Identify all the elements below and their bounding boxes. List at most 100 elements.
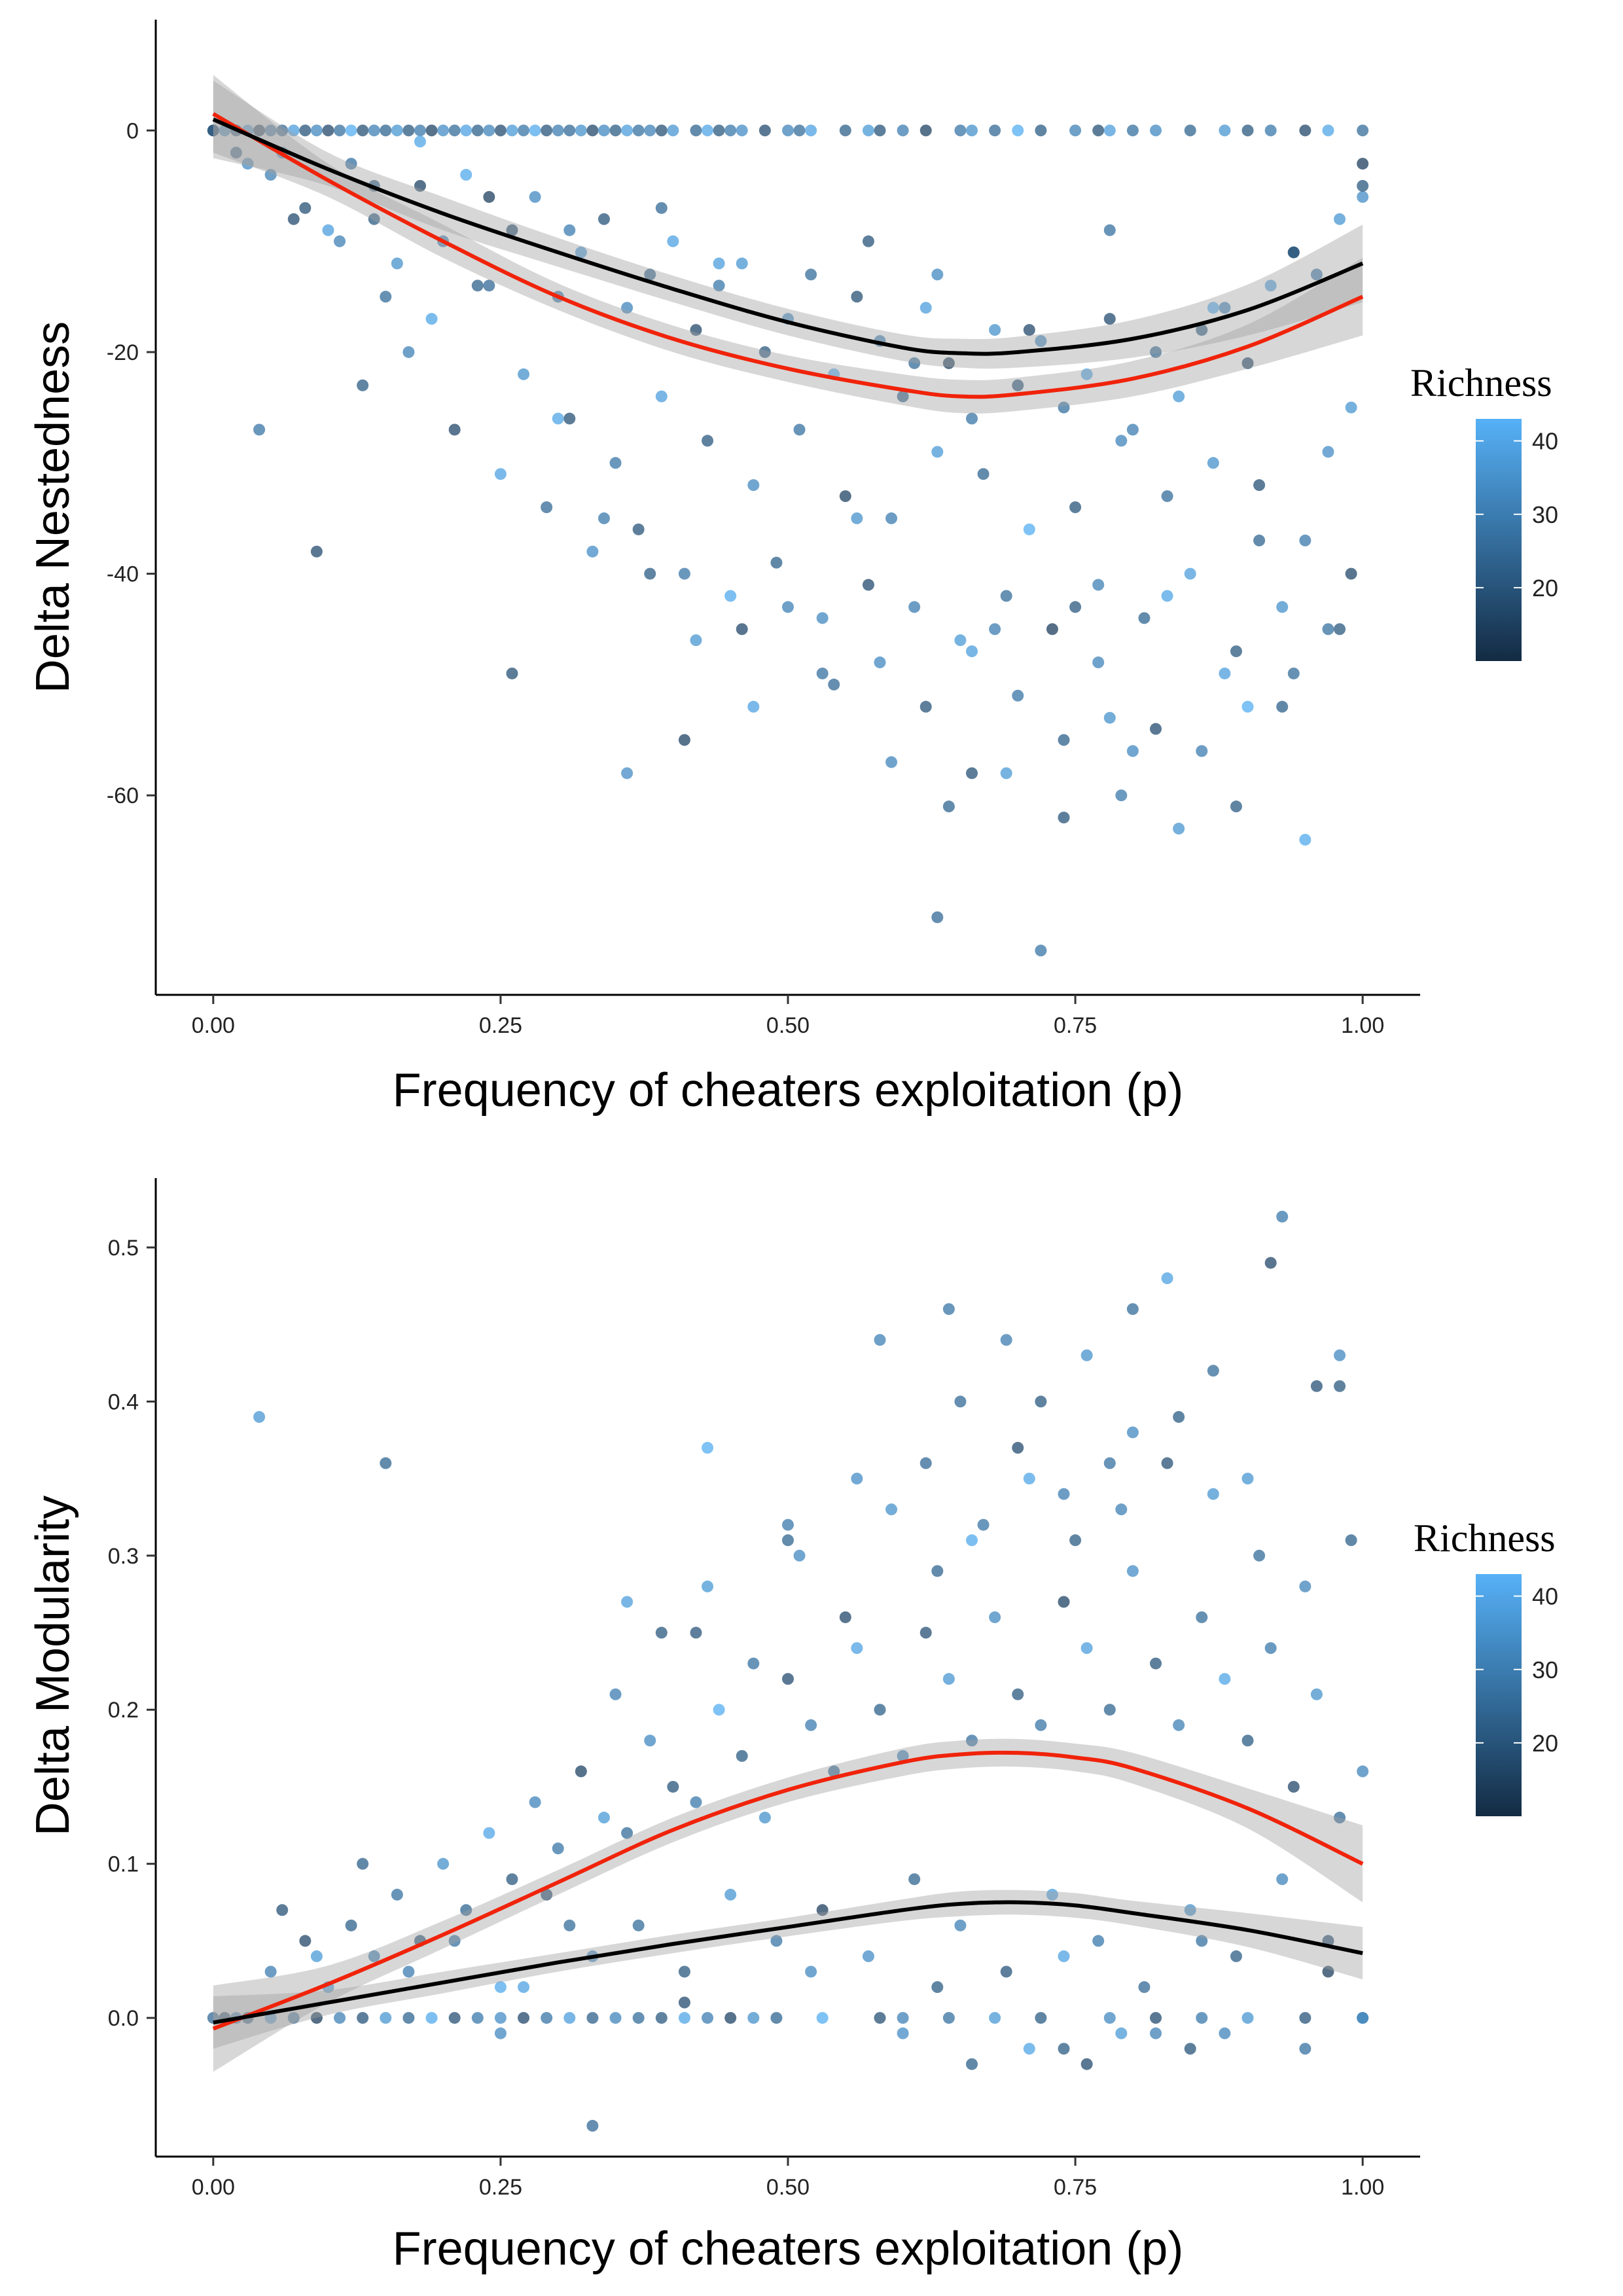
data-point	[897, 124, 909, 137]
x-axis-ticks: 0.00 0.25 0.50 0.75 1.00	[192, 2157, 1384, 2200]
data-point	[253, 124, 266, 137]
data-point	[1264, 1642, 1277, 1655]
data-point	[966, 2058, 978, 2070]
data-point	[597, 512, 610, 524]
legend-title: Richness	[1410, 361, 1552, 404]
data-point	[724, 2012, 737, 2024]
data-point	[1103, 2012, 1116, 2024]
data-point	[506, 124, 518, 137]
data-point	[609, 1688, 622, 1700]
data-point	[1230, 800, 1242, 813]
data-point	[1103, 124, 1116, 137]
data-point	[1219, 124, 1231, 137]
data-point	[736, 257, 748, 270]
smooth-line	[212, 112, 1364, 399]
data-point	[805, 268, 817, 281]
data-point	[874, 2012, 886, 2024]
data-point	[552, 412, 564, 425]
data-point	[334, 124, 346, 137]
data-point	[805, 1965, 817, 1978]
data-point	[586, 545, 599, 558]
data-point	[380, 124, 392, 137]
data-point	[437, 1857, 450, 1870]
data-point	[310, 545, 323, 558]
data-point	[805, 1719, 817, 1731]
data-point	[310, 124, 323, 137]
data-point	[702, 2012, 714, 2024]
data-point	[1357, 124, 1369, 137]
x-tick-label: 0.50	[766, 2175, 810, 2200]
y-tick-label: 0.4	[108, 1390, 139, 1414]
data-point	[483, 1827, 495, 1839]
data-point	[1207, 1365, 1219, 1377]
data-point	[816, 667, 829, 679]
data-point	[609, 2012, 622, 2024]
data-point	[942, 2012, 955, 2024]
data-point	[460, 124, 473, 137]
nestedness-panel: 0.00 0.25 0.50 0.75 1.00 0 -20 -40 -60 Frequenc…	[27, 20, 1558, 1117]
data-point	[678, 734, 690, 746]
data-point	[1023, 1473, 1035, 1485]
data-point	[954, 124, 967, 137]
data-point	[563, 412, 576, 425]
data-point	[885, 512, 898, 524]
data-point	[851, 291, 863, 303]
data-point	[621, 1827, 633, 1839]
data-point	[1276, 601, 1289, 613]
data-point	[1035, 1395, 1047, 1408]
data-point	[667, 235, 679, 247]
data-point	[632, 1919, 645, 1931]
data-point	[770, 556, 783, 569]
data-point	[1058, 734, 1070, 746]
data-point	[1219, 1673, 1231, 1685]
data-point	[448, 1935, 461, 1947]
data-point	[1196, 2012, 1208, 2024]
confidence-band	[213, 75, 1363, 414]
y-tick-label: 0.5	[108, 1236, 139, 1261]
data-point	[702, 1442, 714, 1454]
data-point	[334, 235, 346, 247]
data-point	[1161, 1272, 1173, 1285]
data-point	[1310, 1688, 1323, 1700]
data-point	[1150, 1657, 1162, 1670]
data-point	[1230, 645, 1242, 658]
data-point	[966, 124, 978, 137]
x-tick-label: 0.00	[192, 2175, 235, 2200]
data-point	[310, 2012, 323, 2024]
confidence-band	[213, 1890, 1363, 2049]
data-point	[563, 124, 576, 137]
data-point	[702, 1580, 714, 1592]
modularity-panel: 0.00 0.25 0.50 0.75 1.00 0.00.10.20.30.40.5 …	[27, 1178, 1558, 2275]
richness-legend: Richness 20 30 40	[1410, 361, 1558, 661]
data-point	[368, 213, 380, 225]
data-point	[1196, 745, 1208, 757]
data-point	[989, 1611, 1001, 1623]
data-point	[919, 124, 932, 137]
data-point	[1023, 324, 1035, 336]
y-tick-label: 0.3	[108, 1544, 139, 1569]
data-point	[1196, 1935, 1208, 1947]
data-point	[1115, 789, 1128, 802]
data-point	[942, 1303, 955, 1316]
data-point	[483, 124, 495, 137]
data-point	[1264, 1257, 1277, 1269]
data-point	[736, 124, 748, 137]
data-point	[782, 1673, 794, 1685]
data-point	[391, 124, 403, 137]
data-point	[1080, 2058, 1093, 2070]
data-point	[839, 1611, 851, 1623]
data-point	[919, 1457, 932, 1469]
data-point	[264, 1965, 277, 1978]
data-point	[241, 158, 254, 170]
data-point	[816, 1904, 829, 1916]
data-point	[586, 124, 599, 137]
data-point	[678, 2012, 690, 2024]
data-point	[897, 1749, 909, 1762]
data-point	[597, 124, 610, 137]
data-point	[1219, 2027, 1231, 2039]
data-point	[597, 1812, 610, 1824]
data-point	[919, 700, 932, 713]
colorbar-label: 40	[1532, 1583, 1558, 1610]
data-point	[805, 124, 817, 137]
data-point	[597, 213, 610, 225]
